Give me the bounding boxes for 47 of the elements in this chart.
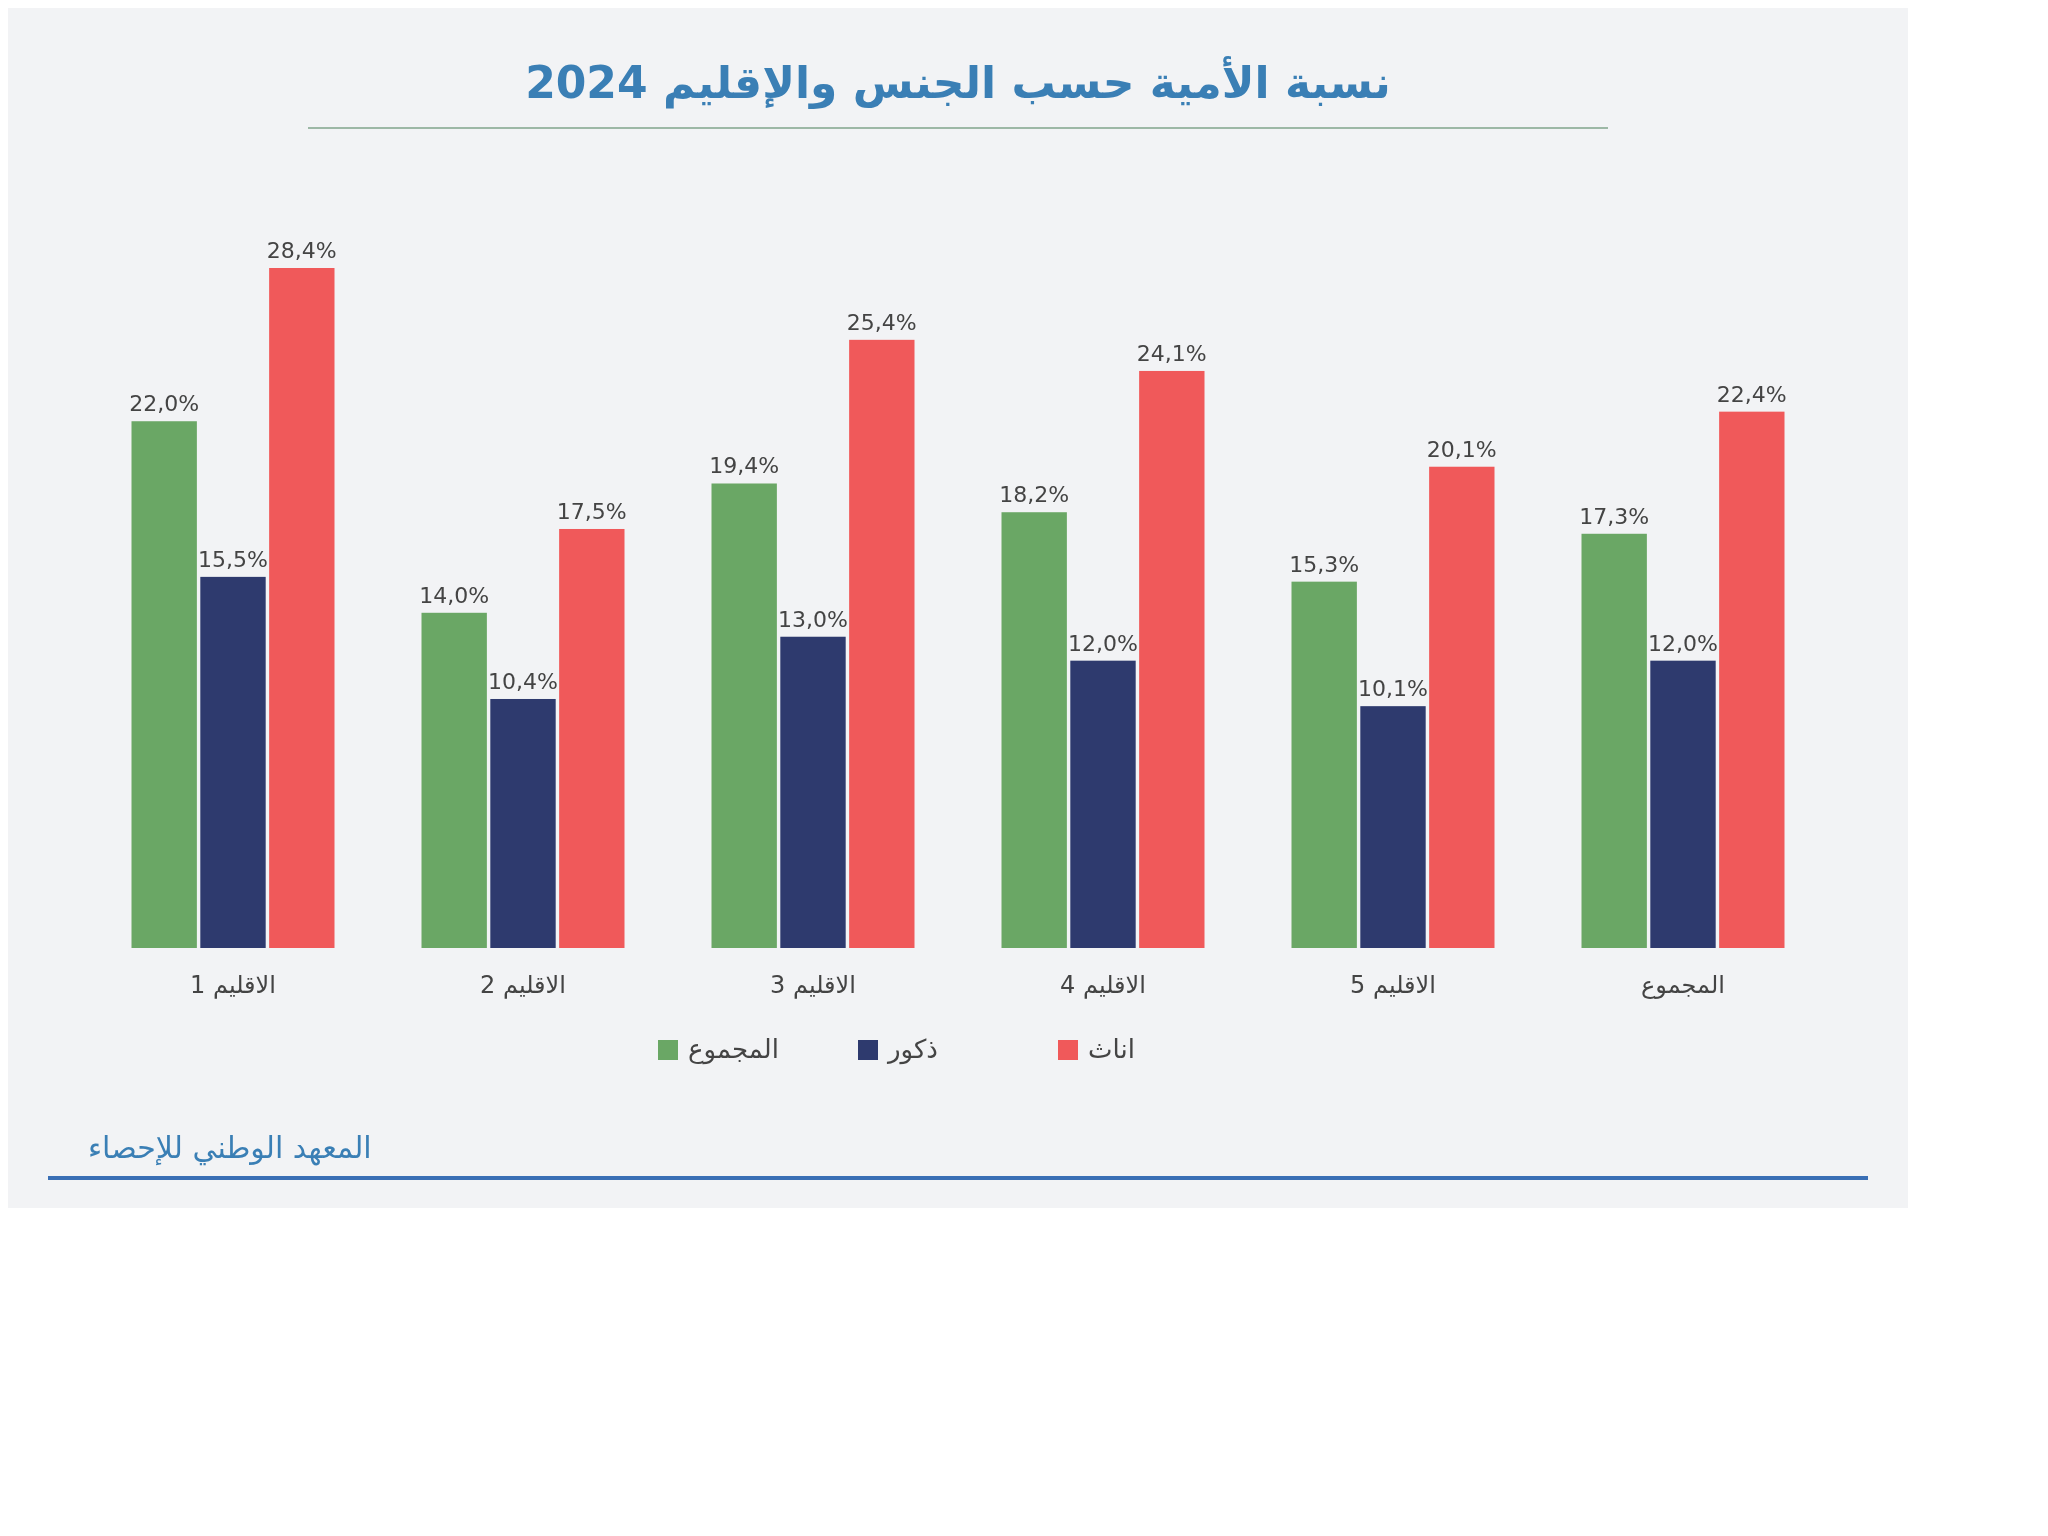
chart-title: نسبة الأمية حسب الجنس والإقليم 2024 (525, 56, 1391, 109)
bar (1719, 411, 1785, 948)
data-label: 22,0% (129, 391, 200, 417)
legend-label: ذكور (886, 1034, 938, 1065)
bar (1581, 533, 1647, 948)
data-label: 19,4% (709, 453, 780, 479)
data-label: 10,4% (488, 668, 558, 694)
data-label: 17,3% (1579, 503, 1650, 529)
bar (490, 698, 556, 948)
bar (200, 576, 266, 948)
bar (421, 612, 487, 948)
bar (1139, 370, 1205, 948)
data-label: 12,0% (1068, 630, 1138, 656)
x-tick-label: الاقليم 2 (480, 971, 566, 999)
bar (1360, 706, 1426, 948)
x-tick-label: الاقليم 5 (1350, 971, 1436, 999)
bar (1070, 660, 1136, 948)
data-label: 10,1% (1358, 676, 1428, 702)
data-label: 24,1% (1136, 340, 1207, 366)
text: المعهد الوطني للإحصاء (88, 1130, 372, 1166)
data-label: 13,0% (778, 606, 848, 632)
bar (1291, 581, 1357, 948)
x-tick-label: الاقليم 3 (770, 971, 856, 999)
bar (131, 421, 197, 948)
bar (711, 483, 777, 948)
data-label: 15,5% (198, 546, 268, 572)
x-tick-label: الاقليم 4 (1060, 971, 1146, 999)
bar (1650, 660, 1716, 948)
data-label: 18,2% (999, 482, 1070, 508)
data-label: 14,0% (419, 582, 490, 608)
bar (1429, 466, 1495, 948)
data-label: 28,4% (266, 238, 337, 263)
bar (269, 268, 335, 948)
bar (1001, 512, 1067, 948)
bar (559, 528, 625, 948)
data-label: 17,5% (556, 498, 627, 524)
data-label: 22,4% (1716, 381, 1787, 407)
data-label: 20,1% (1426, 436, 1497, 462)
data-label: 15,3% (1289, 551, 1360, 577)
data-label: 25,4% (846, 309, 917, 335)
legend-label: اناث (1088, 1034, 1135, 1064)
x-tick-label: الاقليم 1 (190, 971, 276, 999)
data-label: 12,0% (1648, 630, 1718, 656)
legend-label: المجموع (688, 1034, 779, 1065)
bar (849, 339, 915, 948)
x-tick-label: المجموع (1641, 971, 1725, 999)
bar (780, 636, 846, 948)
